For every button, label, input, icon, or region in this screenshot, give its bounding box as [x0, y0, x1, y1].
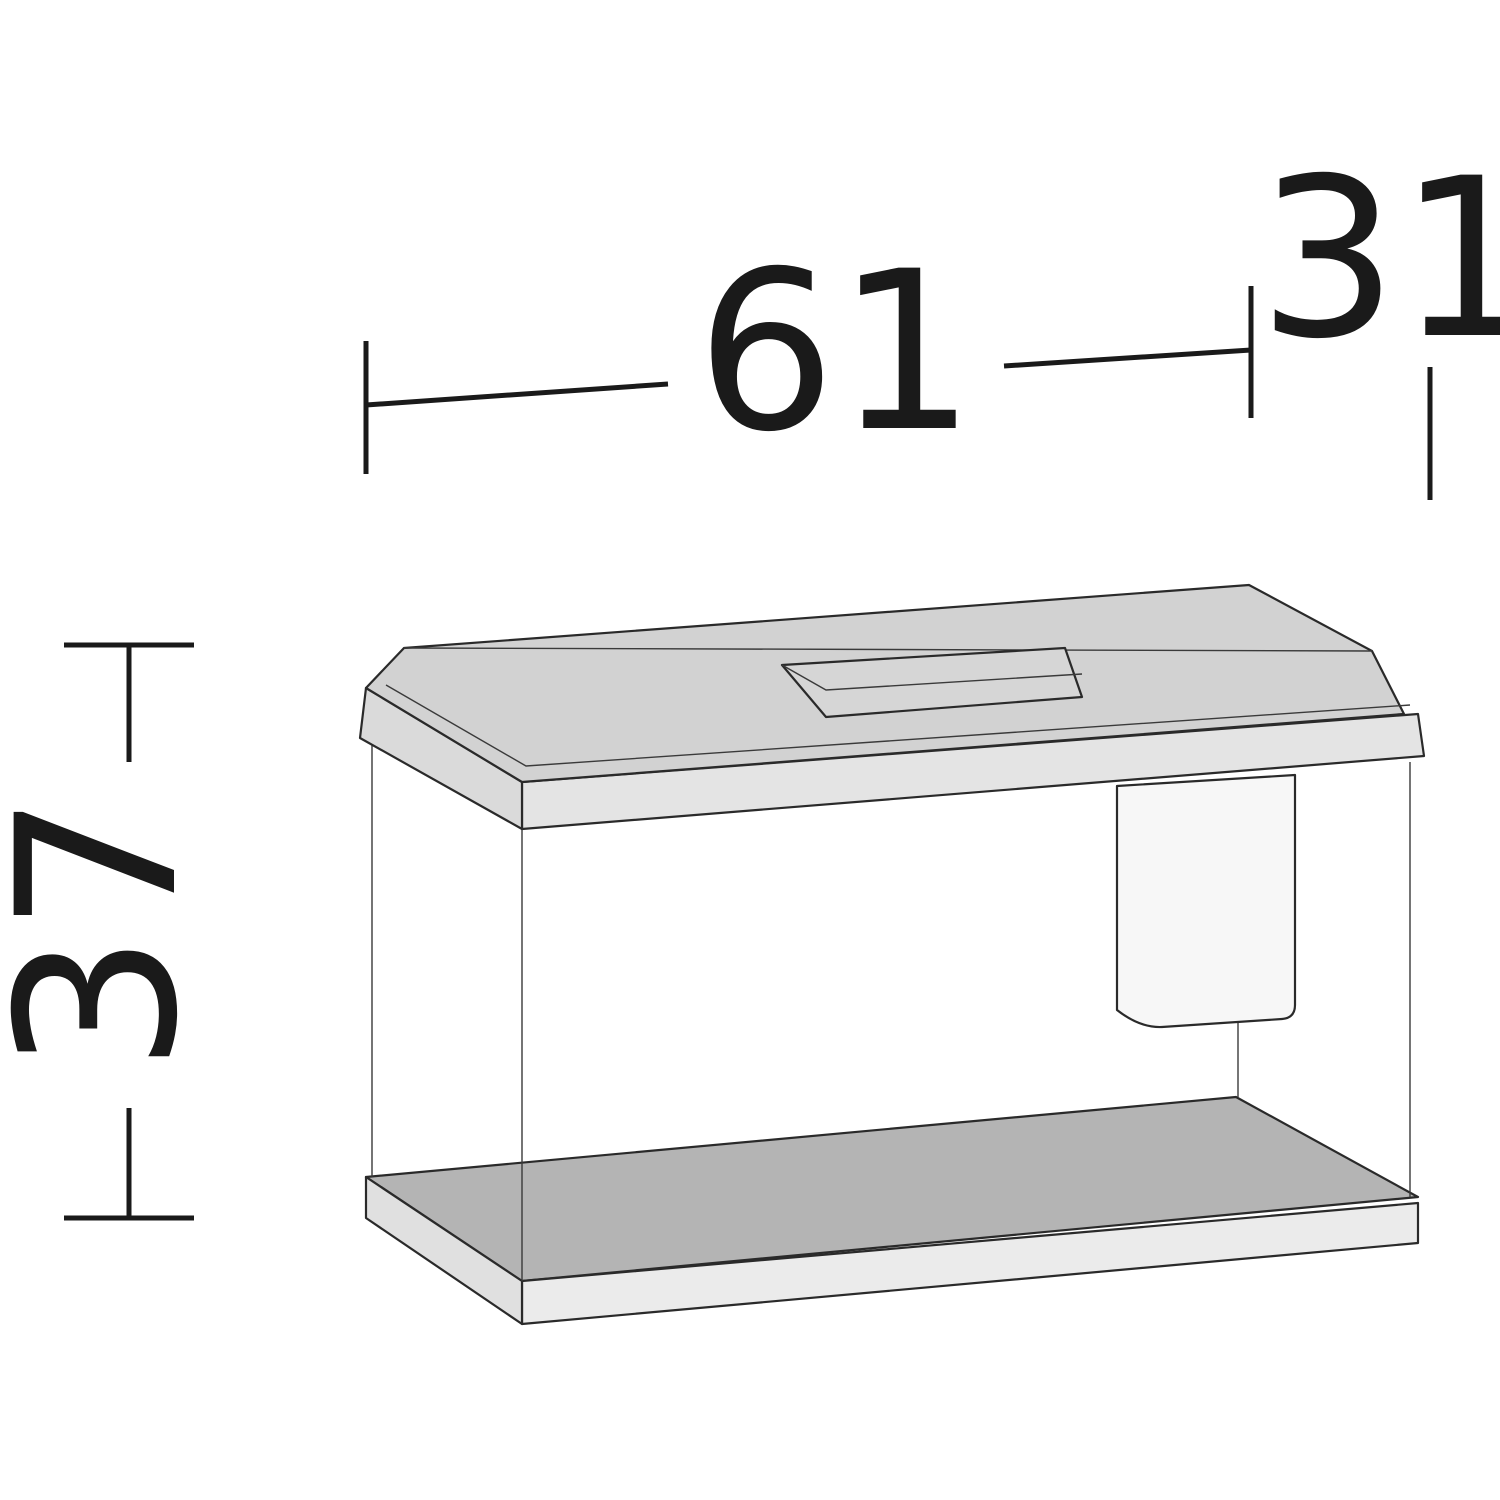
internal-filter: [1115, 773, 1297, 1029]
lid-top-ridge: [385, 684, 1411, 767]
base-side: [364, 1175, 524, 1326]
width-dimension: 61: [363, 224, 1254, 480]
height-dimension: 37: [0, 642, 226, 1221]
aquarium-illustration: [358, 583, 1426, 1326]
lid-slope-edge: [403, 647, 1373, 652]
lid-hatch: [780, 646, 1084, 719]
width-line-left: [365, 381, 669, 408]
width-line-right: [1003, 347, 1252, 369]
depth-dimension: 31: [1258, 131, 1500, 500]
height-label: 37: [0, 793, 226, 1073]
width-label: 61: [696, 224, 976, 480]
depth-label: 31: [1258, 131, 1500, 387]
lid-hatch-edge: [781, 664, 1083, 691]
